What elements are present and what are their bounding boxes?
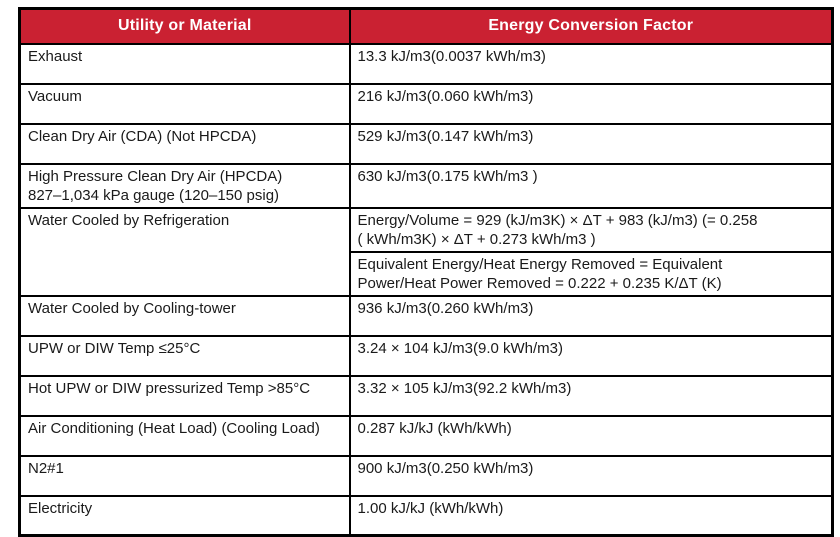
table-row: Clean Dry Air (CDA) (Not HPCDA) 529 kJ/m… bbox=[18, 122, 834, 165]
table-row: Water Cooled by Cooling-tower 936 kJ/m3(… bbox=[18, 294, 834, 337]
table-row: Air Conditioning (Heat Load) (Cooling Lo… bbox=[18, 414, 834, 457]
energy-conversion-table: Utility or Material Energy Conversion Fa… bbox=[18, 7, 834, 537]
utility-cell: N2#1 bbox=[18, 454, 351, 497]
utility-cell: Air Conditioning (Heat Load) (Cooling Lo… bbox=[18, 414, 351, 457]
cell-text-line: Equivalent Energy/Heat Energy Removed = … bbox=[357, 255, 723, 273]
factor-cell: 630 kJ/m3(0.175 kWh/m3 ) bbox=[348, 162, 834, 209]
factor-cell: 529 kJ/m3(0.147 kWh/m3) bbox=[348, 122, 834, 165]
factor-cell: Energy/Volume = 929 (kJ/m3K) × ΔT + 983 … bbox=[348, 206, 834, 253]
table-row: Exhaust 13.3 kJ/m3(0.0037 kWh/m3) bbox=[18, 42, 834, 85]
factor-cell: 3.32 × 105 kJ/m3(92.2 kWh/m3) bbox=[348, 374, 834, 417]
table-row: Equivalent Energy/Heat Energy Removed = … bbox=[20, 250, 834, 297]
factor-cell: 216 kJ/m3(0.060 kWh/m3) bbox=[348, 82, 834, 125]
utility-cell: Hot UPW or DIW pressurized Temp >85°C bbox=[18, 374, 351, 417]
table-row: High Pressure Clean Dry Air (HPCDA) 827–… bbox=[18, 162, 834, 209]
table-row: Vacuum 216 kJ/m3(0.060 kWh/m3) bbox=[18, 82, 834, 125]
cell-text-line: Energy/Volume = 929 (kJ/m3K) × ΔT + 983 … bbox=[357, 211, 758, 229]
factor-cell: Equivalent Energy/Heat Energy Removed = … bbox=[348, 250, 834, 297]
energy-conversion-table-container: Utility or Material Energy Conversion Fa… bbox=[18, 7, 834, 537]
utility-cell: High Pressure Clean Dry Air (HPCDA) 827–… bbox=[18, 162, 351, 209]
table-row: UPW or DIW Temp ≤25°C 3.24 × 104 kJ/m3(9… bbox=[18, 334, 834, 377]
factor-cell: 0.287 kJ/kJ (kWh/kWh) bbox=[348, 414, 834, 457]
utility-cell: Vacuum bbox=[18, 82, 351, 125]
cell-text-line: 827–1,034 kPa gauge (120–150 psig) bbox=[28, 186, 280, 204]
factor-cell: 3.24 × 104 kJ/m3(9.0 kWh/m3) bbox=[348, 334, 834, 377]
utility-cell: Clean Dry Air (CDA) (Not HPCDA) bbox=[18, 122, 351, 165]
utility-cell: UPW or DIW Temp ≤25°C bbox=[18, 334, 351, 377]
factor-cell: 13.3 kJ/m3(0.0037 kWh/m3) bbox=[348, 42, 834, 85]
table-row: Water Cooled by Refrigeration Energy/Vol… bbox=[18, 206, 834, 297]
cell-text-line: ( kWh/m3K) × ΔT + 0.273 kWh/m3 ) bbox=[357, 230, 596, 248]
factor-cell: 900 kJ/m3(0.250 kWh/m3) bbox=[348, 454, 834, 497]
header-energy-conversion-factor: Energy Conversion Factor bbox=[348, 7, 834, 45]
table-row: N2#1 900 kJ/m3(0.250 kWh/m3) bbox=[18, 454, 834, 497]
utility-cell: Water Cooled by Refrigeration bbox=[18, 206, 351, 297]
utility-cell: Exhaust bbox=[18, 42, 351, 85]
utility-cell: Water Cooled by Cooling-tower bbox=[18, 294, 351, 337]
header-utility-or-material: Utility or Material bbox=[18, 7, 351, 45]
cell-text-line: Power/Heat Power Removed = 0.222 + 0.235… bbox=[357, 274, 722, 292]
cell-text-line: High Pressure Clean Dry Air (HPCDA) bbox=[28, 167, 283, 185]
table-row: Hot UPW or DIW pressurized Temp >85°C 3.… bbox=[18, 374, 834, 417]
factor-cell: 936 kJ/m3(0.260 kWh/m3) bbox=[348, 294, 834, 337]
header-row: Utility or Material Energy Conversion Fa… bbox=[18, 7, 834, 45]
